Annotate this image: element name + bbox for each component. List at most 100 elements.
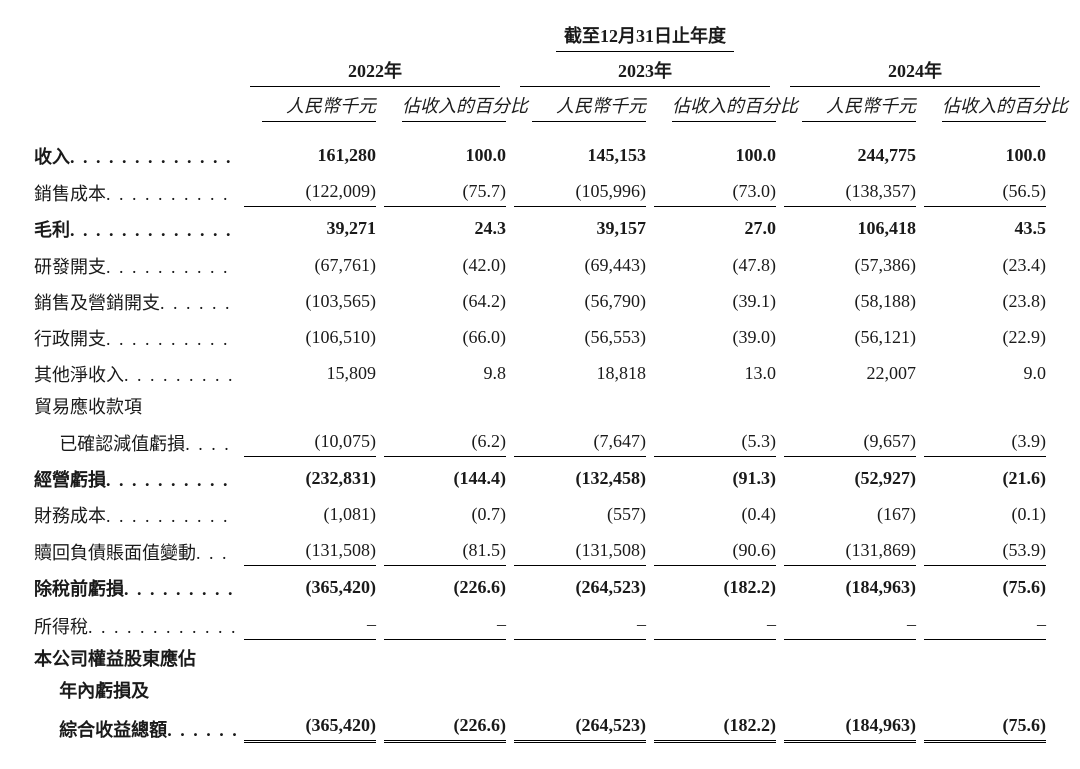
table-row: 本公司權益股東應佔	[30, 643, 1050, 675]
cell-value: 145,153	[514, 140, 646, 170]
row-label: 毛利	[34, 217, 70, 243]
cell-value: (47.8)	[654, 250, 776, 280]
cell-value	[514, 416, 646, 420]
cell-value: (365,420)	[244, 710, 376, 743]
cell-value: 161,280	[244, 140, 376, 170]
leader-dots: . . . . . . . . . . . . . . . . . . . . …	[185, 431, 236, 457]
table-row: 除稅前虧損. . . . . . . . . . . . . . . . . .…	[30, 569, 1050, 605]
cell-value: (131,508)	[514, 535, 646, 566]
cell-value: 106,418	[784, 213, 916, 243]
cell-value	[244, 700, 376, 704]
col-pct: 佔收入的百分比	[402, 93, 506, 122]
table-row: 毛利. . . . . . . . . . . . . . . . . . . …	[30, 210, 1050, 246]
cell-value: (226.6)	[384, 572, 506, 602]
cell-value: (57,386)	[784, 250, 916, 280]
leader-dots: . . . . . . . . . . . . . . . . . . . . …	[106, 467, 236, 493]
cell-value: (182.2)	[654, 572, 776, 602]
cell-value: (56,553)	[514, 322, 646, 352]
row-label: 經營虧損	[34, 467, 106, 493]
cell-value: (75.7)	[384, 176, 506, 207]
cell-value	[654, 668, 776, 672]
table-row: 收入. . . . . . . . . . . . . . . . . . . …	[30, 137, 1050, 173]
table-row: 行政開支. . . . . . . . . . . . . . . . . . …	[30, 319, 1050, 355]
cell-value: (22.9)	[924, 322, 1046, 352]
cell-value: (1,081)	[244, 499, 376, 529]
cell-value: (52,927)	[784, 463, 916, 493]
cell-value: 22,007	[784, 358, 916, 388]
cell-value: –	[514, 609, 646, 640]
cell-value: (66.0)	[384, 322, 506, 352]
cell-value	[514, 668, 646, 672]
cell-value: (81.5)	[384, 535, 506, 566]
table-row: 銷售成本. . . . . . . . . . . . . . . . . . …	[30, 173, 1050, 210]
cell-value: (0.7)	[384, 499, 506, 529]
cell-value: (67,761)	[244, 250, 376, 280]
cell-value: (144.4)	[384, 463, 506, 493]
cell-value: (7,647)	[514, 426, 646, 457]
table-row: 所得稅. . . . . . . . . . . . . . . . . . .…	[30, 606, 1050, 643]
cell-value: (21.6)	[924, 463, 1046, 493]
cell-value: (56,790)	[514, 286, 646, 316]
row-label: 年內虧損及	[34, 678, 149, 704]
row-label: 銷售及營銷開支	[34, 290, 160, 316]
leader-dots: . . . . . . . . . . . . . . . . . . . . …	[106, 254, 236, 280]
financial-table: 截至12月31日止年度 2022年 2023年 2024年 人民幣千元 佔收入的…	[30, 20, 1050, 746]
leader-dots: . . . . . . . . . . . . . . . . . . . . …	[106, 181, 236, 207]
cell-value: (232,831)	[244, 463, 376, 493]
cell-value: 9.8	[384, 358, 506, 388]
cell-value	[514, 700, 646, 704]
cell-value: –	[784, 609, 916, 640]
year-2022: 2022年	[250, 58, 500, 87]
cell-value: 43.5	[924, 213, 1046, 243]
cell-value: (3.9)	[924, 426, 1046, 457]
row-label: 本公司權益股東應佔	[34, 646, 196, 672]
header-period-row: 截至12月31日止年度	[30, 20, 1050, 55]
col-rmb: 人民幣千元	[802, 93, 916, 122]
cell-value: (23.4)	[924, 250, 1046, 280]
row-label: 銷售成本	[34, 181, 106, 207]
leader-dots: . . . . . . . . . . . . . . . . . . . . …	[124, 576, 236, 602]
cell-value: (264,523)	[514, 710, 646, 743]
cell-value	[244, 668, 376, 672]
cell-value: –	[654, 609, 776, 640]
row-label: 綜合收益總額	[34, 717, 167, 743]
cell-value: (106,510)	[244, 322, 376, 352]
leader-dots: . . . . . . . . . . . . . . . . . . . . …	[167, 717, 236, 743]
leader-dots: . . . . . . . . . . . . . . . . . . . . …	[70, 144, 236, 170]
cell-value: (69,443)	[514, 250, 646, 280]
cell-value	[924, 700, 1046, 704]
leader-dots: . . . . . . . . . . . . . . . . . . . . …	[160, 290, 236, 316]
cell-value: 15,809	[244, 358, 376, 388]
cell-value: 24.3	[384, 213, 506, 243]
cell-value	[654, 700, 776, 704]
cell-value: (167)	[784, 499, 916, 529]
cell-value: (90.6)	[654, 535, 776, 566]
cell-value: 39,271	[244, 213, 376, 243]
cell-value	[924, 668, 1046, 672]
cell-value: (64.2)	[384, 286, 506, 316]
cell-value: (42.0)	[384, 250, 506, 280]
cell-value: (0.4)	[654, 499, 776, 529]
cell-value: (138,357)	[784, 176, 916, 207]
cell-value: 39,157	[514, 213, 646, 243]
cell-value	[654, 416, 776, 420]
leader-dots: . . . . . . . . . . . . . . . . . . . . …	[106, 326, 236, 352]
cell-value: 100.0	[384, 140, 506, 170]
cell-value: (23.8)	[924, 286, 1046, 316]
table-row: 已確認減值虧損. . . . . . . . . . . . . . . . .…	[30, 423, 1050, 460]
row-label: 研發開支	[34, 254, 106, 280]
cell-value: (56.5)	[924, 176, 1046, 207]
cell-value: 100.0	[924, 140, 1046, 170]
cell-value	[244, 416, 376, 420]
row-label: 行政開支	[34, 326, 106, 352]
cell-value: (226.6)	[384, 710, 506, 743]
cell-value: (10,075)	[244, 426, 376, 457]
cell-value: (103,565)	[244, 286, 376, 316]
cell-value: –	[924, 609, 1046, 640]
cell-value: (131,869)	[784, 535, 916, 566]
table-row: 貿易應收款項	[30, 391, 1050, 423]
cell-value: –	[384, 609, 506, 640]
cell-value: (122,009)	[244, 176, 376, 207]
table-row: 經營虧損. . . . . . . . . . . . . . . . . . …	[30, 460, 1050, 496]
period-title: 截至12月31日止年度	[556, 23, 734, 52]
